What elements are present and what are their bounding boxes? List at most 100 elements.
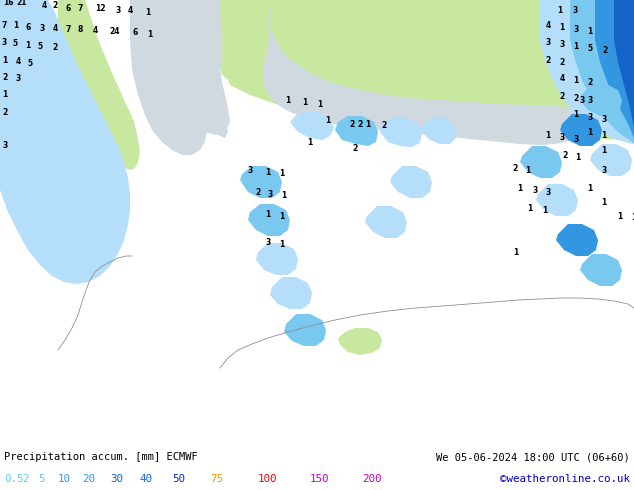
Text: We 05-06-2024 18:00 UTC (06+60): We 05-06-2024 18:00 UTC (06+60) xyxy=(436,452,630,462)
Text: 5: 5 xyxy=(13,39,18,48)
Polygon shape xyxy=(0,0,98,232)
Text: 2: 2 xyxy=(573,94,579,102)
Polygon shape xyxy=(590,144,632,176)
Polygon shape xyxy=(335,116,378,146)
Text: 1: 1 xyxy=(618,212,623,220)
Text: 40: 40 xyxy=(140,474,153,484)
Text: 5: 5 xyxy=(588,44,593,52)
Text: 2: 2 xyxy=(559,92,565,100)
Text: 2: 2 xyxy=(559,57,565,67)
Text: 3: 3 xyxy=(545,188,550,196)
Text: 1: 1 xyxy=(302,98,307,106)
Polygon shape xyxy=(240,166,282,198)
Polygon shape xyxy=(0,0,130,284)
Text: 2: 2 xyxy=(22,474,29,484)
Polygon shape xyxy=(580,84,622,116)
Text: 2: 2 xyxy=(353,144,358,152)
Text: 1: 1 xyxy=(307,138,313,147)
Text: 3: 3 xyxy=(573,24,579,33)
Text: 1: 1 xyxy=(365,120,371,128)
Text: 2: 2 xyxy=(53,43,58,51)
Text: 2: 2 xyxy=(3,107,8,117)
Text: 150: 150 xyxy=(310,474,330,484)
Text: 1: 1 xyxy=(3,90,8,98)
Polygon shape xyxy=(580,254,622,286)
Text: 2: 2 xyxy=(349,120,354,128)
Polygon shape xyxy=(225,62,634,142)
Text: 1: 1 xyxy=(280,240,285,248)
Text: 1: 1 xyxy=(25,41,30,49)
Text: 7: 7 xyxy=(65,24,70,33)
Polygon shape xyxy=(263,0,585,145)
Polygon shape xyxy=(58,0,138,162)
Text: 6: 6 xyxy=(65,3,70,13)
Text: 3: 3 xyxy=(268,190,273,198)
Polygon shape xyxy=(570,0,634,144)
Polygon shape xyxy=(338,328,382,355)
Text: 4: 4 xyxy=(53,24,58,32)
Text: 4: 4 xyxy=(41,0,47,9)
Text: 3: 3 xyxy=(115,5,120,15)
Text: 200: 200 xyxy=(362,474,382,484)
Text: 1: 1 xyxy=(318,99,323,108)
Polygon shape xyxy=(560,114,602,146)
Text: 1: 1 xyxy=(281,191,287,199)
Polygon shape xyxy=(422,116,456,144)
Text: 6: 6 xyxy=(133,27,138,36)
Text: 3: 3 xyxy=(587,96,593,104)
Text: 3: 3 xyxy=(3,141,8,149)
Text: 24: 24 xyxy=(110,26,120,35)
Text: 2: 2 xyxy=(382,121,387,129)
Polygon shape xyxy=(540,0,634,144)
Text: 4: 4 xyxy=(545,21,550,29)
Polygon shape xyxy=(560,0,634,132)
Text: 1: 1 xyxy=(13,21,18,29)
Text: 1: 1 xyxy=(266,210,271,219)
Text: 5: 5 xyxy=(38,474,44,484)
Text: 1: 1 xyxy=(602,146,607,154)
Text: 1: 1 xyxy=(280,169,285,177)
Text: 1: 1 xyxy=(587,127,593,137)
Polygon shape xyxy=(270,277,312,309)
Text: 2: 2 xyxy=(562,150,567,160)
Polygon shape xyxy=(0,0,72,192)
Text: 1: 1 xyxy=(266,168,271,176)
Text: 2: 2 xyxy=(53,0,58,9)
Text: 1: 1 xyxy=(573,42,579,50)
Text: 3: 3 xyxy=(559,40,565,49)
Polygon shape xyxy=(0,0,60,192)
Polygon shape xyxy=(556,224,598,256)
Text: 1: 1 xyxy=(526,166,531,174)
Text: 3: 3 xyxy=(579,96,585,104)
Text: 1: 1 xyxy=(602,197,607,206)
Text: 2: 2 xyxy=(512,164,517,172)
Polygon shape xyxy=(220,0,634,118)
Text: 1: 1 xyxy=(280,212,285,220)
Text: 7: 7 xyxy=(77,3,82,13)
Text: 1: 1 xyxy=(631,213,634,221)
Text: 3: 3 xyxy=(545,38,550,47)
Text: 2: 2 xyxy=(3,73,8,81)
Text: 1: 1 xyxy=(542,205,548,215)
Polygon shape xyxy=(218,0,634,141)
Text: 3: 3 xyxy=(15,74,21,82)
Polygon shape xyxy=(365,206,407,238)
Text: 2: 2 xyxy=(602,46,607,54)
Text: 8: 8 xyxy=(77,24,82,33)
Text: 2: 2 xyxy=(587,77,593,87)
Text: 30: 30 xyxy=(110,474,123,484)
Polygon shape xyxy=(380,117,422,147)
Text: 6: 6 xyxy=(25,23,30,31)
Text: 3: 3 xyxy=(602,115,607,123)
Polygon shape xyxy=(290,112,334,140)
Text: 1: 1 xyxy=(285,96,290,104)
Text: 1: 1 xyxy=(145,7,151,17)
Text: 4: 4 xyxy=(93,25,98,34)
Polygon shape xyxy=(284,314,326,346)
Polygon shape xyxy=(130,0,207,155)
Text: 50: 50 xyxy=(172,474,185,484)
Text: 1: 1 xyxy=(602,130,607,140)
Text: 2: 2 xyxy=(545,55,550,65)
Text: 3: 3 xyxy=(573,5,578,15)
Text: 16: 16 xyxy=(3,0,13,6)
